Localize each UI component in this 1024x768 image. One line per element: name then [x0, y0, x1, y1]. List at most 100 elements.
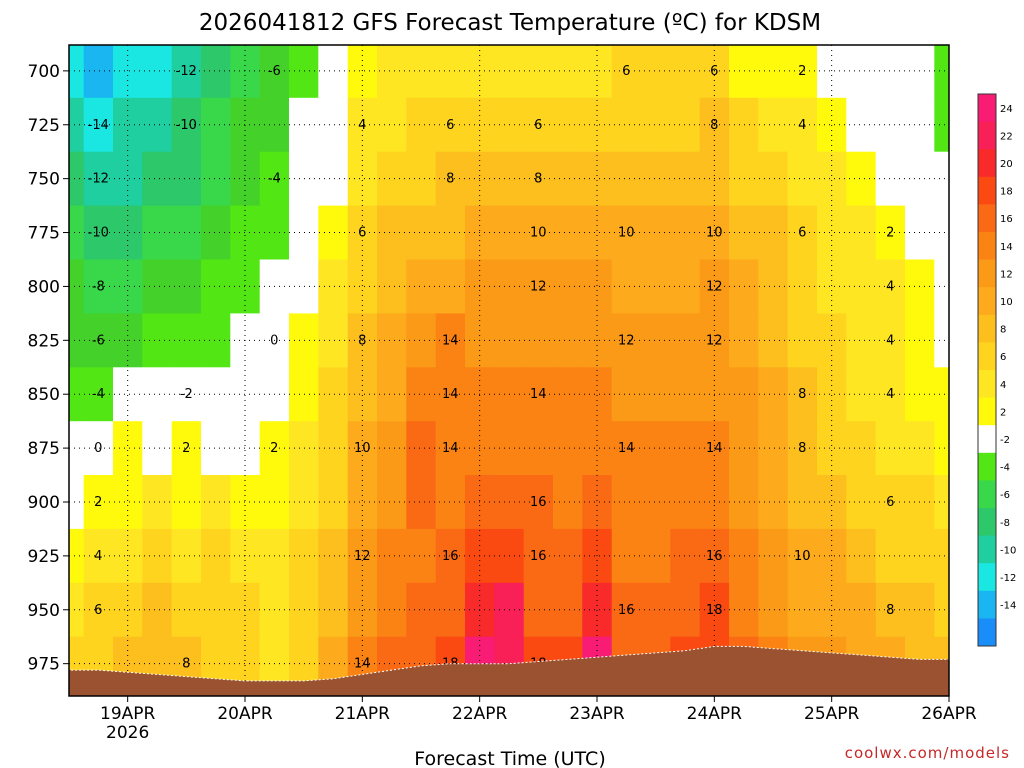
temperature-cell — [289, 582, 319, 638]
temperature-cell — [553, 97, 583, 153]
temperature-cell — [171, 97, 202, 153]
contour-label: 4 — [886, 333, 894, 348]
temperature-cell — [553, 475, 583, 530]
temperature-cell — [934, 151, 949, 207]
temperature-cell — [758, 313, 789, 368]
temperature-cell — [611, 259, 642, 314]
contour-label: 14 — [442, 387, 459, 402]
colorbar-swatch — [978, 342, 996, 371]
x-tick-label: 21APR — [335, 704, 391, 724]
temperature-cell — [729, 421, 759, 476]
temperature-cell — [347, 205, 378, 261]
temperature-cell — [758, 259, 789, 314]
temperature-cell — [523, 313, 554, 368]
contour-label: 12 — [530, 279, 547, 294]
temperature-cell — [406, 205, 437, 261]
temperature-cell — [582, 151, 613, 207]
temperature-cell — [875, 97, 906, 153]
temperature-cell — [787, 45, 818, 99]
contour-label: -14 — [88, 118, 109, 133]
temperature-cell — [846, 45, 877, 99]
temperature-cell — [817, 259, 847, 314]
temperature-cell — [347, 259, 378, 314]
temperature-cell — [846, 421, 877, 476]
temperature-cell — [523, 259, 554, 314]
contour-label: 8 — [358, 333, 366, 348]
colorbar-swatch — [978, 204, 996, 233]
x-tick-label: 19APR — [100, 704, 156, 724]
contour-label: 10 — [354, 441, 371, 456]
colorbar-label: -4 — [1000, 463, 1010, 474]
temperature-cell — [435, 528, 466, 584]
colorbar-label: -12 — [1000, 573, 1016, 584]
temperature-cell — [934, 259, 949, 314]
temperature-cell — [318, 421, 349, 476]
plot-frame — [68, 44, 950, 697]
temperature-cell — [201, 45, 231, 99]
contour-label: 16 — [618, 603, 635, 618]
temperature-cell — [289, 528, 319, 584]
contour-label: 14 — [442, 441, 459, 456]
temperature-cell — [641, 45, 671, 99]
temperature-cell — [347, 475, 378, 530]
colorbar-swatch — [978, 618, 996, 647]
temperature-cell — [641, 205, 671, 261]
contour-label: 4 — [798, 118, 806, 133]
colorbar-label: -14 — [1000, 601, 1016, 612]
temperature-cell — [406, 528, 437, 584]
temperature-cell — [934, 582, 949, 638]
temperature-cell — [758, 367, 789, 422]
colorbar: 24 22 20 18 16 14 12 10 8 6 4 2 -2 -4 -6 -8 -10 -12 -14 — [977, 93, 1016, 647]
temperature-cell — [142, 367, 173, 422]
temperature-cell — [69, 528, 85, 584]
temperature-cell — [142, 205, 173, 261]
temperature-cell — [611, 582, 642, 638]
temperature-cell — [875, 151, 906, 207]
temperature-cell — [787, 367, 818, 422]
temperature-cell — [641, 582, 671, 638]
temperature-cell — [817, 528, 847, 584]
temperature-cell — [934, 528, 949, 584]
credit-text[interactable]: coolwx.com/models — [845, 744, 1010, 762]
temperature-cell — [729, 528, 759, 584]
contour-label: 8 — [886, 603, 894, 618]
temperature-cell — [670, 97, 701, 153]
temperature-cell — [846, 367, 877, 422]
colorbar-label: -6 — [1000, 490, 1010, 501]
contour-label: 10 — [618, 226, 635, 241]
colorbar-label: 20 — [1000, 159, 1013, 170]
colorbar-label: 16 — [1000, 214, 1013, 225]
temperature-cell — [846, 259, 877, 314]
x-tick-label: 25APR — [804, 704, 860, 724]
temperature-cell — [435, 475, 466, 530]
temperature-cell — [846, 313, 877, 368]
temperature-cell — [523, 367, 554, 422]
temperature-cell — [670, 205, 701, 261]
colorbar-swatch — [978, 563, 996, 592]
colorbar-label: -2 — [1000, 435, 1010, 446]
temperature-cell — [171, 421, 202, 476]
contour-label: 0 — [270, 333, 278, 348]
gridlines — [69, 45, 949, 696]
temperature-cell — [729, 97, 759, 153]
temperature-cell — [377, 45, 407, 99]
temperature-cell — [171, 205, 202, 261]
temperature-cell — [142, 421, 173, 476]
temperature-cell — [875, 421, 906, 476]
temperature-cell — [523, 528, 554, 584]
temperature-cell — [318, 97, 349, 153]
temperature-cell — [69, 475, 85, 530]
x-tick-label: 20APR — [217, 704, 273, 724]
temperature-cell — [171, 45, 202, 99]
temperature-cell — [230, 45, 261, 99]
contour-label: 16 — [706, 549, 723, 564]
contour-label: 16 — [530, 495, 547, 510]
temperature-cell — [83, 367, 114, 422]
contour-label: -6 — [268, 64, 281, 79]
temperature-cell — [611, 367, 642, 422]
contour-label: -4 — [268, 172, 281, 187]
contour-label: 6 — [94, 603, 102, 618]
contour-label: 12 — [706, 279, 723, 294]
temperature-cell — [787, 528, 818, 584]
temperature-cell — [611, 313, 642, 368]
